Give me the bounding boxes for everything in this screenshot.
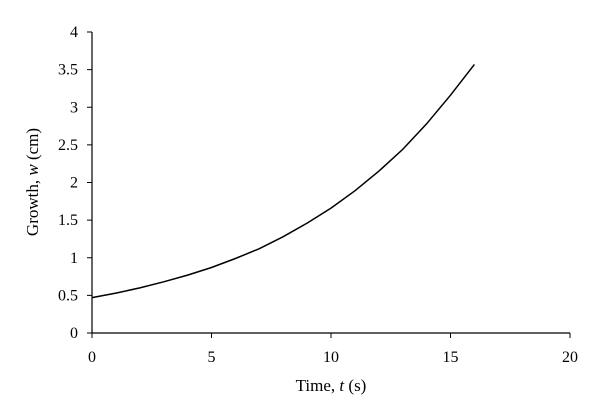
y-tick-label: 1	[70, 250, 78, 267]
series-group	[91, 63, 475, 299]
y-tick-label: 4	[70, 24, 78, 41]
x-tick-label: 10	[323, 349, 339, 366]
y-tick-label: 1.5	[58, 212, 78, 229]
x-axis-title: Time, t (s)	[296, 376, 367, 395]
y-tick-label: 2	[70, 175, 78, 192]
y-tick-label: 3.5	[58, 62, 78, 79]
y-tick-label: 3	[70, 99, 78, 116]
plot-area: 0 0.5 1 1.5 2 2.5 3 3.5 4 0 5 10 15 20	[58, 24, 578, 366]
y-tick-label: 0.5	[58, 287, 78, 304]
y-tick-label: 2.5	[58, 137, 78, 154]
y-axis-title: Growth, w (cm)	[23, 128, 42, 236]
y-axis-ticks: 0 0.5 1 1.5 2 2.5 3 3.5 4	[58, 24, 92, 342]
x-axis-ticks: 0 5 10 15 20	[88, 333, 578, 366]
y-tick-label: 0	[70, 325, 78, 342]
x-tick-label: 0	[88, 349, 96, 366]
x-tick-label: 15	[443, 349, 459, 366]
series-line	[91, 63, 475, 299]
x-tick-label: 5	[208, 349, 216, 366]
x-tick-label: 20	[562, 349, 578, 366]
